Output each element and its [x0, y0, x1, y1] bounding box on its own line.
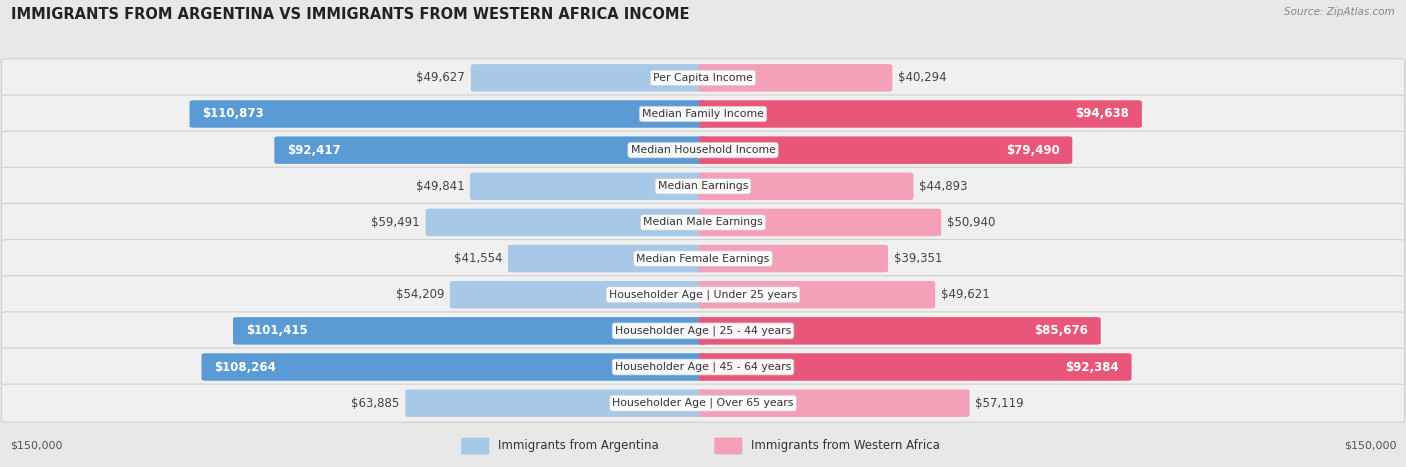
Text: Householder Age | 45 - 64 years: Householder Age | 45 - 64 years	[614, 362, 792, 372]
Text: Median Family Income: Median Family Income	[643, 109, 763, 119]
Text: Median Male Earnings: Median Male Earnings	[643, 218, 763, 227]
Text: Median Female Earnings: Median Female Earnings	[637, 254, 769, 263]
FancyBboxPatch shape	[1, 276, 1405, 314]
FancyBboxPatch shape	[405, 389, 707, 417]
Text: Median Household Income: Median Household Income	[630, 145, 776, 155]
Text: Median Earnings: Median Earnings	[658, 181, 748, 191]
Text: Householder Age | 25 - 44 years: Householder Age | 25 - 44 years	[614, 325, 792, 336]
FancyBboxPatch shape	[1, 312, 1405, 350]
Text: Householder Age | Under 25 years: Householder Age | Under 25 years	[609, 290, 797, 300]
FancyBboxPatch shape	[699, 64, 893, 92]
Text: Source: ZipAtlas.com: Source: ZipAtlas.com	[1284, 7, 1395, 17]
FancyBboxPatch shape	[699, 389, 970, 417]
FancyBboxPatch shape	[461, 438, 489, 454]
Text: $92,384: $92,384	[1066, 361, 1119, 374]
Text: $54,209: $54,209	[395, 288, 444, 301]
FancyBboxPatch shape	[471, 64, 707, 92]
FancyBboxPatch shape	[1, 59, 1405, 97]
FancyBboxPatch shape	[201, 353, 707, 381]
Text: $63,885: $63,885	[352, 396, 399, 410]
Text: $150,000: $150,000	[10, 441, 62, 451]
FancyBboxPatch shape	[426, 209, 707, 236]
FancyBboxPatch shape	[1, 348, 1405, 386]
FancyBboxPatch shape	[508, 245, 707, 272]
Text: $94,638: $94,638	[1076, 107, 1129, 120]
FancyBboxPatch shape	[699, 209, 941, 236]
Text: $57,119: $57,119	[976, 396, 1024, 410]
FancyBboxPatch shape	[699, 245, 889, 272]
Text: $59,491: $59,491	[371, 216, 420, 229]
FancyBboxPatch shape	[699, 100, 1142, 128]
Text: $40,294: $40,294	[898, 71, 946, 85]
Text: $101,415: $101,415	[246, 325, 308, 337]
FancyBboxPatch shape	[714, 438, 742, 454]
Text: $108,264: $108,264	[214, 361, 276, 374]
FancyBboxPatch shape	[699, 136, 1073, 164]
Text: $39,351: $39,351	[894, 252, 942, 265]
Text: $50,940: $50,940	[946, 216, 995, 229]
Text: $49,841: $49,841	[416, 180, 464, 193]
FancyBboxPatch shape	[190, 100, 707, 128]
FancyBboxPatch shape	[470, 172, 707, 200]
FancyBboxPatch shape	[450, 281, 707, 309]
Text: Householder Age | Over 65 years: Householder Age | Over 65 years	[612, 398, 794, 409]
FancyBboxPatch shape	[233, 317, 707, 345]
FancyBboxPatch shape	[1, 167, 1405, 205]
Text: $41,554: $41,554	[454, 252, 502, 265]
Text: $44,893: $44,893	[920, 180, 967, 193]
Text: Immigrants from Western Africa: Immigrants from Western Africa	[751, 439, 939, 453]
Text: $85,676: $85,676	[1035, 325, 1088, 337]
Text: $150,000: $150,000	[1344, 441, 1396, 451]
Text: $49,621: $49,621	[941, 288, 990, 301]
FancyBboxPatch shape	[1, 204, 1405, 241]
Text: IMMIGRANTS FROM ARGENTINA VS IMMIGRANTS FROM WESTERN AFRICA INCOME: IMMIGRANTS FROM ARGENTINA VS IMMIGRANTS …	[11, 7, 690, 22]
FancyBboxPatch shape	[699, 317, 1101, 345]
FancyBboxPatch shape	[274, 136, 707, 164]
FancyBboxPatch shape	[1, 240, 1405, 277]
FancyBboxPatch shape	[699, 353, 1132, 381]
Text: $110,873: $110,873	[202, 107, 264, 120]
FancyBboxPatch shape	[699, 281, 935, 309]
Text: Per Capita Income: Per Capita Income	[652, 73, 754, 83]
Text: $49,627: $49,627	[416, 71, 465, 85]
FancyBboxPatch shape	[1, 384, 1405, 422]
FancyBboxPatch shape	[699, 172, 914, 200]
Text: $79,490: $79,490	[1005, 144, 1060, 156]
FancyBboxPatch shape	[1, 95, 1405, 133]
Text: Immigrants from Argentina: Immigrants from Argentina	[498, 439, 658, 453]
Text: $92,417: $92,417	[287, 144, 340, 156]
FancyBboxPatch shape	[1, 131, 1405, 169]
